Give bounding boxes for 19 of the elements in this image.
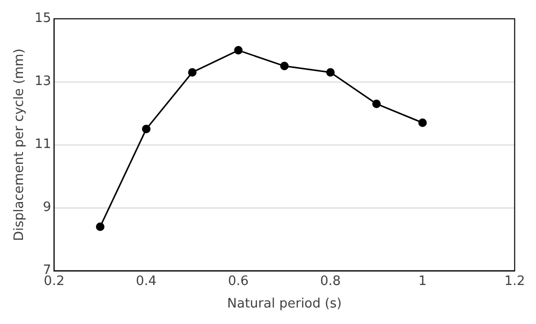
y-tick-label: 9	[42, 200, 52, 216]
point	[188, 68, 197, 77]
point	[234, 46, 243, 55]
point	[326, 68, 335, 77]
x-tick-label: 0.4	[136, 274, 157, 289]
point	[96, 222, 104, 231]
y-tick-label: 13	[34, 74, 52, 90]
point	[372, 100, 381, 108]
point	[418, 118, 427, 127]
x-tick-label: 0.8	[320, 274, 341, 289]
point	[280, 62, 289, 70]
y-axis-title: Displacement per cycle (mm)	[12, 48, 28, 242]
y-tick-label: 11	[34, 137, 52, 152]
x-tick-label: 0.6	[228, 274, 249, 289]
y-tick-label: 15	[34, 11, 52, 26]
x-tick-label: 1	[418, 274, 427, 289]
x-tick-label: 1.2	[504, 274, 526, 289]
x-axis-title: Natural period (s)	[227, 296, 342, 312]
point	[142, 124, 150, 134]
